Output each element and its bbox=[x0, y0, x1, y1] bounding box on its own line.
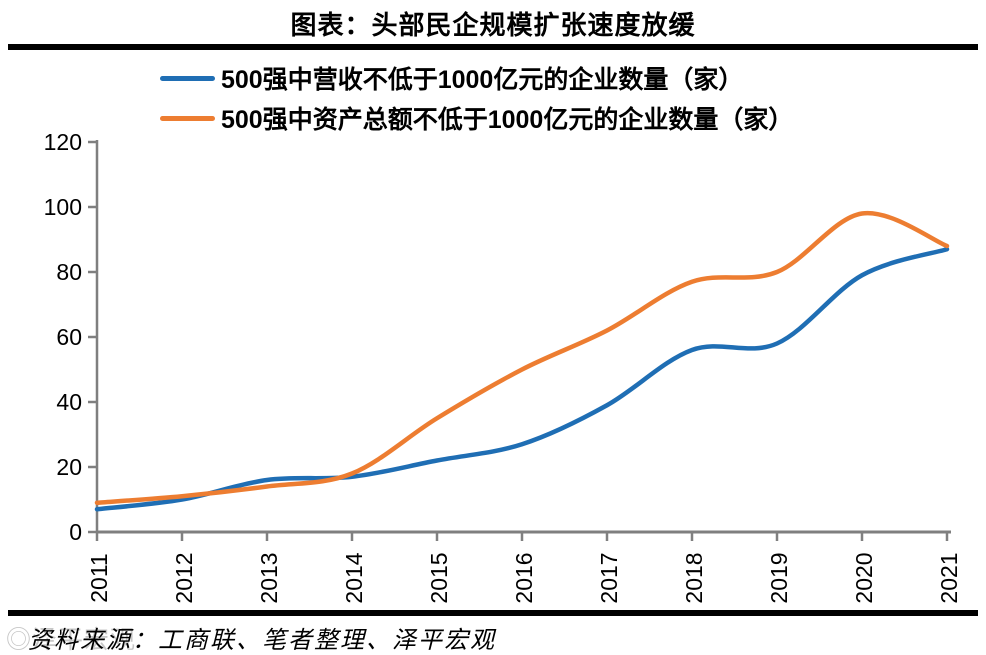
chart-title: 图表：头部民企规模扩张速度放缓 bbox=[290, 11, 696, 40]
x-axis-label: 2011 bbox=[86, 553, 112, 603]
x-axis-label: 2018 bbox=[681, 552, 707, 604]
x-axis-label: 2015 bbox=[426, 552, 452, 604]
chart-legend: 500强中营收不低于1000亿元的企业数量（家） 500强中资产总额不低于100… bbox=[160, 58, 793, 138]
x-axis-label: 2020 bbox=[851, 552, 877, 604]
watermark: ◎泽平宏观 bbox=[6, 626, 137, 654]
legend-label-assets: 500强中资产总额不低于1000亿元的企业数量（家） bbox=[221, 106, 794, 134]
y-axis-label: 120 bbox=[43, 129, 82, 155]
legend-item-assets: 500强中资产总额不低于1000亿元的企业数量（家） bbox=[160, 98, 793, 138]
y-axis-label: 100 bbox=[43, 194, 82, 220]
series-line-0 bbox=[94, 247, 950, 512]
legend-item-revenue: 500强中营收不低于1000亿元的企业数量（家） bbox=[160, 58, 793, 98]
series-line-1 bbox=[94, 210, 950, 505]
title-divider bbox=[8, 44, 978, 50]
legend-label-revenue: 500强中营收不低于1000亿元的企业数量（家） bbox=[221, 66, 744, 94]
y-axis-label: 60 bbox=[56, 324, 82, 350]
x-axis-label: 2016 bbox=[511, 552, 537, 604]
x-axis-label: 2013 bbox=[256, 552, 282, 604]
footer-divider bbox=[8, 610, 978, 616]
x-axis-label: 2012 bbox=[171, 552, 197, 604]
legend-swatch-revenue bbox=[160, 75, 215, 81]
legend-swatch-assets bbox=[160, 115, 215, 121]
y-axis-label: 40 bbox=[56, 389, 82, 415]
x-axis-label: 2021 bbox=[936, 552, 962, 604]
x-axis-label: 2017 bbox=[596, 552, 622, 604]
y-axis-label: 20 bbox=[56, 454, 82, 480]
x-axis-label: 2014 bbox=[341, 552, 367, 604]
x-axis-label: 2019 bbox=[766, 552, 792, 604]
y-axis-label: 80 bbox=[56, 259, 82, 285]
y-axis-label: 0 bbox=[69, 519, 82, 545]
source-note: 资料来源：工商联、笔者整理、泽平宏观 bbox=[28, 628, 496, 654]
